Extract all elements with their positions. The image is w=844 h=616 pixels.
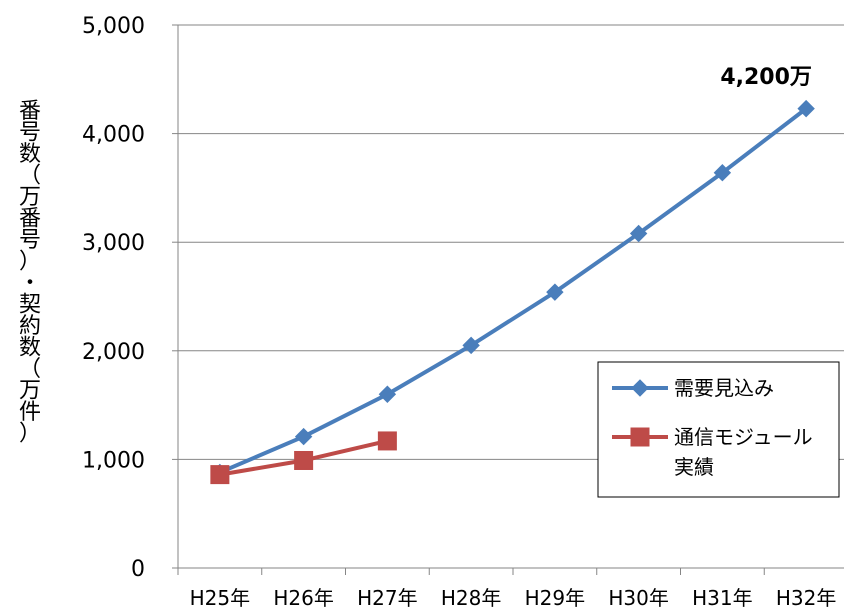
y-axis-label-char: 万 [19,185,41,210]
y-axis-label-char: ・ [19,271,41,296]
y-axis-label-char: 約 [19,314,41,339]
y-axis-label-char: 契 [19,293,41,318]
x-tick-label: H26年 [273,586,334,610]
data-point-marker [713,163,732,182]
y-tick-label: 0 [131,557,145,582]
y-tick-label: 2,000 [82,340,145,365]
data-point-marker [797,99,815,118]
y-axis-label: 番号数（万番号）・契約数（万件） [19,99,41,447]
y-axis-label-char: 番 [19,207,41,232]
value-annotation: 4,200万 [720,65,812,90]
data-point-marker [629,224,648,243]
legend-marker-1 [631,379,649,397]
x-tick-label: H27年 [357,586,418,610]
data-point-marker [377,431,397,451]
y-axis-label-char: 万 [19,379,41,404]
legend-marker-2 [630,427,650,447]
x-tick-labels: H25年 H26年 H27年 H28年 H29年 H30年 H31年 H32年 [190,586,837,610]
data-point-marker [546,283,564,301]
y-axis-label-char: 号 [19,228,41,253]
annotations: 4,200万 [720,65,812,90]
series-layer [210,99,815,485]
legend-label: 実績 [674,455,714,479]
axes [172,24,844,575]
data-point-marker [294,427,313,446]
x-tick-label: H25年 [190,586,251,610]
y-tick-label: 4,000 [82,123,145,148]
y-axis-label-char: 数 [19,336,41,361]
y-axis-label-char: （ [19,357,41,382]
data-point-marker [462,336,480,355]
x-tick-label: H29年 [525,586,586,610]
x-tick-label: H28年 [441,586,502,610]
data-point-marker [210,465,230,485]
y-axis-label-char: ） [19,250,41,275]
y-axis-label-char: （ [19,164,41,189]
x-tick-label: H30年 [608,586,669,610]
y-tick-labels: 0 1,000 2,000 3,000 4,000 5,000 [82,14,145,582]
y-tick-label: 5,000 [82,14,145,39]
y-axis-label-char: 番 [19,99,41,124]
legend-label: 需要見込み [674,376,774,400]
y-tick-label: 1,000 [82,448,145,473]
y-axis-label-char: 数 [19,142,41,167]
y-axis-label-char: ） [19,422,41,447]
data-point-marker [378,385,397,403]
y-axis-label-char: 号 [19,121,41,146]
data-point-marker [294,450,314,470]
y-axis-label-char: 件 [19,400,41,425]
legend-label: 通信モジュール [674,425,813,449]
y-tick-label: 3,000 [82,231,145,256]
series-line-1 [219,107,808,475]
x-tick-label: H31年 [692,586,753,610]
x-tick-label: H32年 [776,586,837,610]
